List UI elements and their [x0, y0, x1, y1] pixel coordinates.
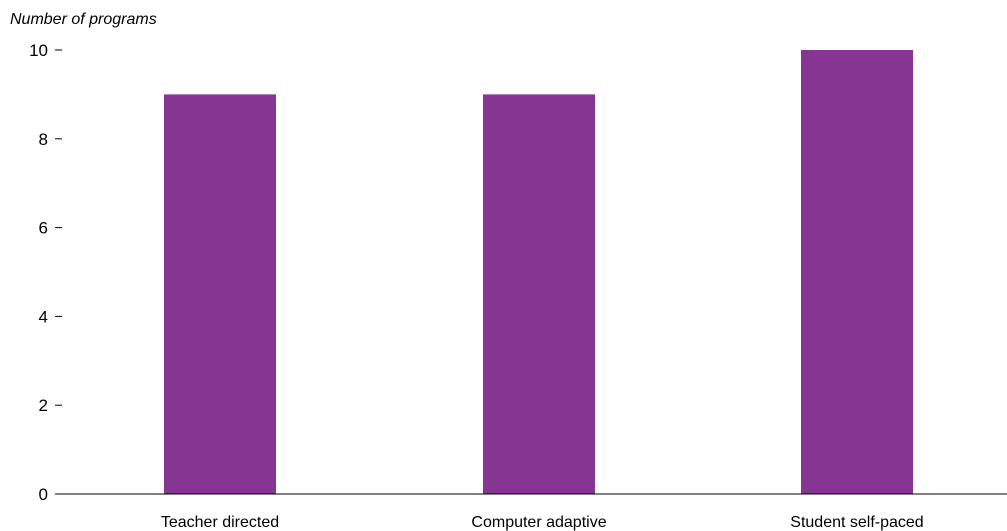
y-tick-label: 2 — [39, 396, 48, 415]
y-tick-label: 0 — [39, 485, 48, 504]
y-tick-label: 8 — [39, 130, 48, 149]
y-tick-label: 6 — [39, 219, 48, 238]
y-axis-label: Number of programs — [10, 11, 157, 28]
y-axis: 0 2 4 6 8 10 — [29, 41, 62, 504]
x-category-label: Student self-paced — [790, 514, 923, 531]
x-category-label: Computer adaptive — [471, 514, 606, 531]
bar-computer-adaptive — [483, 94, 595, 495]
y-tick-label: 4 — [39, 307, 48, 326]
bar-teacher-directed — [164, 94, 276, 495]
x-category-label: Teacher directed — [161, 514, 279, 531]
x-axis: Teacher directed Computer adaptive Student… — [161, 514, 924, 531]
bars-group — [164, 50, 913, 495]
y-tick-label: 10 — [29, 41, 48, 60]
bar-student-self-paced — [801, 50, 913, 494]
